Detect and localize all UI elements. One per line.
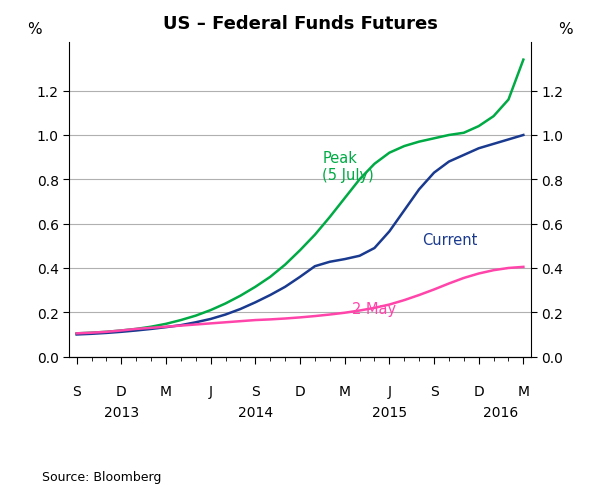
Text: M: M [338, 385, 350, 399]
Text: S: S [430, 385, 439, 399]
Text: 2014: 2014 [238, 406, 273, 420]
Text: %: % [558, 21, 573, 37]
Text: M: M [160, 385, 172, 399]
Text: 2013: 2013 [104, 406, 139, 420]
Text: 2 May: 2 May [352, 302, 396, 317]
Text: D: D [295, 385, 305, 399]
Text: Source: Bloomberg: Source: Bloomberg [42, 470, 161, 483]
Text: J: J [388, 385, 391, 399]
Title: US – Federal Funds Futures: US – Federal Funds Futures [163, 15, 437, 33]
Text: M: M [517, 385, 529, 399]
Text: J: J [209, 385, 212, 399]
Text: 2015: 2015 [372, 406, 407, 420]
Text: D: D [473, 385, 484, 399]
Text: Peak
(5 July): Peak (5 July) [322, 150, 374, 183]
Text: 2016: 2016 [484, 406, 518, 420]
Text: %: % [27, 21, 42, 37]
Text: Current: Current [422, 232, 478, 247]
Text: D: D [116, 385, 127, 399]
Text: S: S [251, 385, 260, 399]
Text: S: S [72, 385, 81, 399]
